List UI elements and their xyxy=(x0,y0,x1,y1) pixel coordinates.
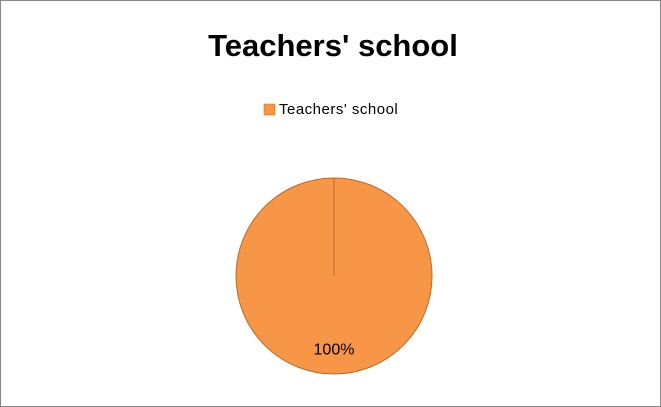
legend-swatch xyxy=(263,103,276,116)
chart-title: Teachers' school xyxy=(208,28,458,63)
legend-label: Teachers' school xyxy=(279,101,398,118)
data-label: 100% xyxy=(314,342,355,359)
